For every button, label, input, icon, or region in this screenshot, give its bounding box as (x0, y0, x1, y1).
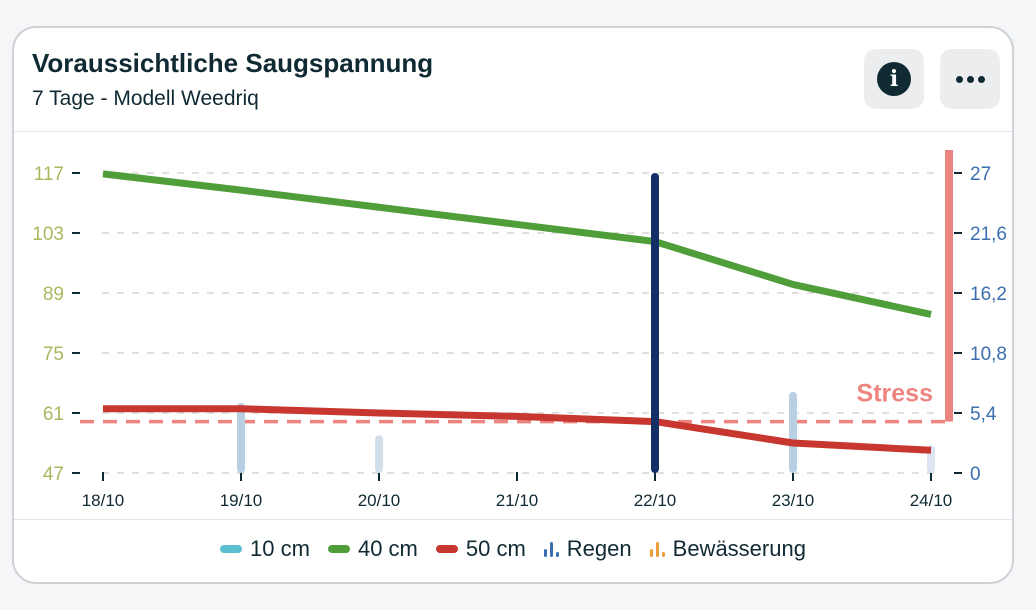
chart-card: Voraussichtliche Saugspannung 7 Tage - M… (12, 26, 1014, 584)
legend: 10 cm 40 cm 50 cm Regen Bewässerung (14, 536, 1012, 562)
irrigation-bars-icon (649, 541, 665, 557)
legend-item-40cm[interactable]: 40 cm (327, 536, 418, 562)
legend-label: 10 cm (250, 536, 310, 561)
x-tick-label: 22/10 (634, 491, 677, 510)
legend-swatch-50cm (435, 545, 458, 553)
header-divider (14, 131, 1012, 132)
card-subtitle: 7 Tage - Modell Weedriq (32, 87, 259, 110)
rain-bar (789, 391, 797, 473)
legend-item-50cm[interactable]: 50 cm (435, 536, 526, 562)
legend-item-regen[interactable]: Regen (543, 536, 632, 562)
x-tick-label: 21/10 (496, 491, 539, 510)
y-left-tick-label: 117 (34, 164, 64, 185)
stress-label: Stress (857, 380, 933, 408)
stress-zone-bar (945, 150, 953, 422)
y-left-tick-label: 47 (43, 464, 64, 485)
legend-swatch-10cm (220, 545, 243, 553)
y-left-tick-label: 103 (32, 224, 64, 245)
legend-swatch-40cm (327, 545, 350, 553)
info-button[interactable]: i (864, 49, 924, 109)
x-tick-label: 24/10 (910, 491, 953, 510)
chart-plot: 117 103 89 75 61 47 27 21,6 16,2 10,8 5,4 0 18/10 19/… (32, 150, 1007, 510)
y-right-tick-label: 5,4 (970, 404, 997, 425)
card-title: Voraussichtliche Saugspannung (32, 48, 434, 78)
series-line-50cm (103, 405, 932, 454)
y-right-tick-label: 10,8 (970, 344, 1007, 365)
info-icon: i (877, 62, 911, 96)
footer-divider (14, 519, 1012, 520)
y-left-tick-label: 89 (43, 284, 64, 305)
x-tick-label: 20/10 (358, 491, 401, 510)
y-right-tick-label: 0 (970, 464, 981, 485)
more-horizontal-icon (955, 75, 985, 83)
legend-label: 40 cm (357, 536, 418, 561)
legend-label: Bewässerung (672, 536, 806, 561)
legend-item-bewaesserung[interactable]: Bewässerung (649, 536, 806, 562)
y-left-tick-label: 61 (43, 404, 64, 425)
more-options-button[interactable] (940, 49, 1000, 109)
rain-bars-icon (543, 541, 559, 557)
y-left-tick-label: 75 (43, 344, 64, 365)
y-right-tick-label: 27 (970, 164, 991, 185)
rain-bar (237, 403, 245, 473)
x-tick-label: 19/10 (220, 491, 263, 510)
rain-bar (375, 435, 383, 473)
y-right-tick-label: 16,2 (970, 284, 1007, 305)
legend-label: Regen (566, 536, 632, 561)
x-tick-label: 23/10 (772, 491, 815, 510)
legend-item-10cm[interactable]: 10 cm (220, 536, 310, 562)
y-right-tick-label: 21,6 (970, 224, 1007, 245)
legend-label: 50 cm (465, 536, 526, 561)
x-tick-label: 18/10 (82, 491, 125, 510)
